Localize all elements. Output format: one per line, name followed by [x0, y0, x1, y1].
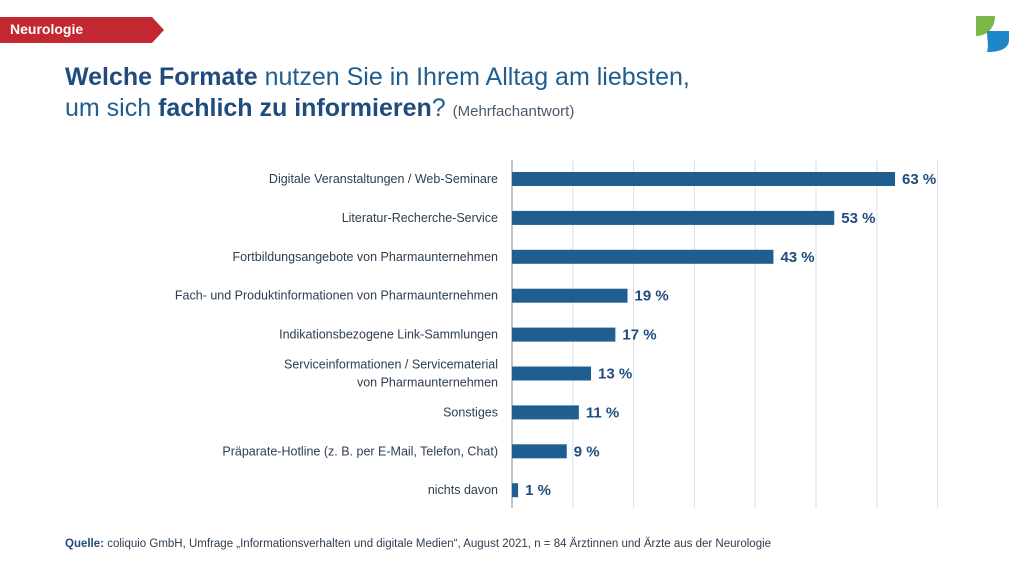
- badge-label: Neurologie: [10, 21, 84, 37]
- source-text: coliquio GmbH, Umfrage „Informationsverh…: [107, 538, 772, 550]
- category-badge: Neurologie: [0, 17, 164, 43]
- category-label: von Pharmaunternehmen: [357, 376, 498, 390]
- value-label: 19 %: [635, 288, 669, 305]
- value-label: 63 %: [902, 171, 936, 188]
- badge-shape: [0, 17, 164, 43]
- value-label: 53 %: [841, 210, 875, 227]
- bar: [512, 366, 592, 381]
- bar: [512, 405, 579, 420]
- bar: [512, 210, 835, 225]
- title-subtitle: (Mehrfachantwort): [452, 103, 575, 120]
- value-label: 1 %: [525, 482, 551, 499]
- title-bold-1: Welche Formate: [65, 63, 258, 91]
- category-label: Digitale Veranstaltungen / Web-Seminare: [269, 172, 498, 186]
- bar: [512, 483, 519, 498]
- brand-logo-icon: [975, 14, 1011, 59]
- title-text-1: nutzen Sie in Ihrem Alltag am liebsten,: [257, 63, 690, 91]
- bar: [512, 288, 628, 303]
- category-label: Präparate-Hotline (z. B. per E-Mail, Tel…: [222, 444, 498, 458]
- category-label: Literatur-Recherche-Service: [342, 211, 498, 225]
- category-label: Sonstiges: [443, 405, 498, 419]
- category-label: Fortbildungsangebote von Pharmaunternehm…: [233, 250, 499, 264]
- source-label: Quelle:: [65, 538, 104, 550]
- category-label: Fach- und Produktinformationen von Pharm…: [175, 289, 498, 303]
- page-title: Welche Formate nutzen Sie in Ihrem Allta…: [65, 62, 945, 127]
- title-text-2: um sich: [65, 94, 159, 122]
- value-label: 43 %: [780, 249, 814, 266]
- bar: [512, 172, 896, 186]
- value-label: 11 %: [586, 404, 619, 421]
- category-label: Indikationsbezogene Link-Sammlungen: [279, 328, 498, 342]
- title-text-3: ?: [431, 94, 446, 122]
- value-label: 17 %: [622, 327, 656, 344]
- category-label: nichts davon: [428, 483, 498, 497]
- bar: [512, 444, 567, 459]
- bar: [512, 327, 616, 342]
- source-note: Quelle: coliquio GmbH, Umfrage „Informat…: [65, 538, 771, 550]
- category-label: Serviceinformationen / Servicematerial: [284, 358, 498, 372]
- title-bold-2: fachlich zu informieren: [158, 94, 432, 122]
- bar: [512, 249, 774, 264]
- value-label: 9 %: [574, 443, 600, 460]
- value-label: 13 %: [598, 366, 632, 383]
